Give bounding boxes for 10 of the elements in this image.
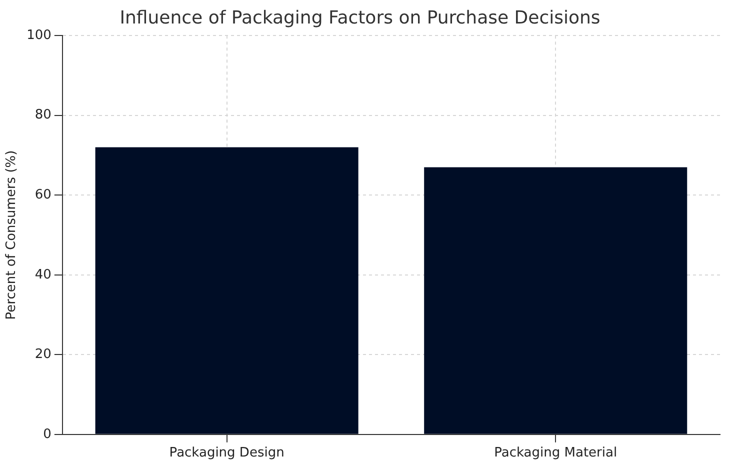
y-axis-title: Percent of Consumers (%) [4, 150, 20, 320]
y-tick-label: 20 [34, 347, 52, 362]
chart-title: Influence of Packaging Factors on Purchase Decisions [120, 7, 600, 28]
y-tick-label: 60 [34, 187, 52, 202]
x-tick-label: Packaging Material [494, 446, 618, 461]
y-tick-label: 100 [26, 28, 52, 43]
y-tick-label: 0 [43, 426, 52, 442]
x-tick-label: Packaging Design [169, 446, 284, 461]
y-tick-label: 80 [34, 108, 52, 123]
y-tick-label: 40 [34, 267, 52, 282]
